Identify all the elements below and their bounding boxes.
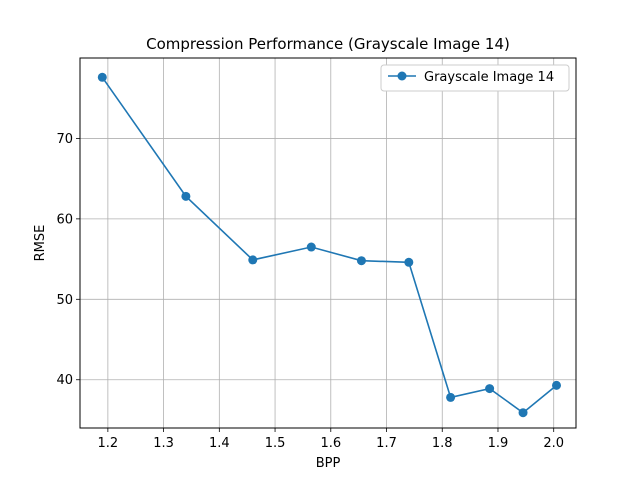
chart-title: Compression Performance (Grayscale Image… — [146, 35, 510, 53]
data-point — [306, 242, 316, 252]
legend-marker — [397, 71, 407, 81]
y-tick-label: 50 — [56, 293, 73, 308]
x-tick-label: 1.6 — [320, 436, 341, 451]
ticks: 1.2 1.3 1.4 1.5 1.6 1.7 1.8 1.9 2.0 40 50 60 70 — [56, 132, 564, 451]
legend-label: Grayscale Image 14 — [424, 70, 554, 85]
x-tick-label: 1.5 — [265, 436, 286, 451]
legend: Grayscale Image 14 — [380, 64, 570, 92]
y-tick-label: 70 — [56, 132, 73, 147]
data-point — [356, 256, 366, 266]
data-point — [485, 384, 495, 394]
data-point — [248, 255, 258, 265]
data-point — [404, 257, 414, 267]
x-tick-label: 1.2 — [98, 436, 119, 451]
x-tick-label: 2.0 — [543, 436, 564, 451]
x-tick-label: 1.4 — [209, 436, 230, 451]
y-tick-label: 40 — [56, 373, 73, 388]
y-tick-label: 60 — [56, 212, 73, 227]
data-point — [181, 191, 191, 201]
grid — [80, 58, 576, 428]
data-point — [97, 72, 107, 82]
data-point — [446, 392, 456, 402]
x-tick-label: 1.8 — [432, 436, 453, 451]
legend-box — [380, 64, 570, 92]
plot-frame — [79, 57, 577, 429]
x-axis-title: BPP — [316, 456, 341, 471]
x-tick-label: 1.7 — [376, 436, 397, 451]
x-tick-label: 1.3 — [153, 436, 174, 451]
series-layer — [97, 72, 561, 418]
x-tick-label: 1.9 — [488, 436, 509, 451]
series-line — [101, 76, 558, 414]
data-point — [551, 380, 561, 390]
y-axis-title: RMSE — [33, 225, 48, 262]
data-point — [518, 408, 528, 418]
